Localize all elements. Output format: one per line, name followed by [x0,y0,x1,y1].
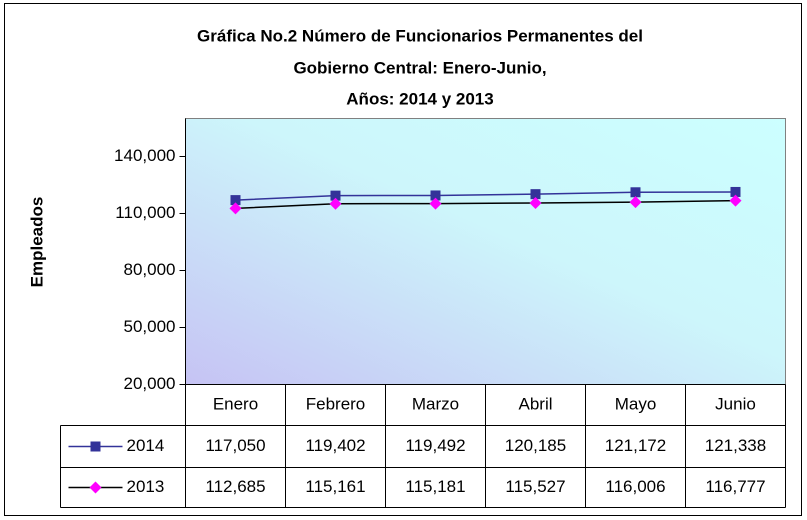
legend-marker [90,441,101,452]
marker [529,196,542,209]
x-tick-label: Mayo [615,394,657,413]
marker [629,196,642,209]
x-tick-label: Junio [715,394,756,413]
y-tick-label: 110,000 [115,203,175,222]
table-cell: 116,777 [705,477,765,496]
y-tick-label: 80,000 [124,260,176,279]
table-cell: 112,685 [205,477,265,496]
marker [329,197,342,210]
table-cell: 115,181 [405,477,465,496]
chart-title: Gráfica No.2 Número de Funcionarios Perm… [197,26,643,45]
series-line [235,191,736,201]
x-tick-label: Enero [213,394,258,413]
legend-label: 2014 [127,436,165,455]
x-tick-label: Febrero [306,394,366,413]
legend-label: 2013 [127,477,165,496]
y-tick-label: 50,000 [124,317,176,336]
table-cell: 121,338 [705,436,766,455]
legend-marker [89,481,102,494]
marker [229,202,242,215]
marker [330,190,341,201]
y-tick-label: 20,000 [124,374,176,393]
table-cell: 115,527 [505,477,565,496]
table-cell: 120,185 [505,436,566,455]
marker [630,187,641,198]
marker [530,189,541,200]
marker [430,190,441,201]
marker [429,197,442,210]
marker [230,195,241,206]
x-tick-label: Marzo [412,394,459,413]
marker [729,194,742,207]
x-tick-label: Abril [518,394,552,413]
y-axis-label: Empleados [27,197,46,288]
chart-title: Gobierno Central: Enero-Junio, [293,58,546,77]
table-cell: 116,006 [605,477,665,496]
y-tick-label: 140,000 [114,146,175,165]
marker [730,186,741,197]
table-cell: 117,050 [205,436,265,455]
series-line [235,199,736,210]
chart-title: Años: 2014 y 2013 [346,89,493,108]
plot-area [185,118,786,385]
table-cell: 119,492 [405,436,465,455]
table-cell: 119,402 [305,436,365,455]
table-cell: 115,161 [305,477,365,496]
table-cell: 121,172 [605,436,666,455]
